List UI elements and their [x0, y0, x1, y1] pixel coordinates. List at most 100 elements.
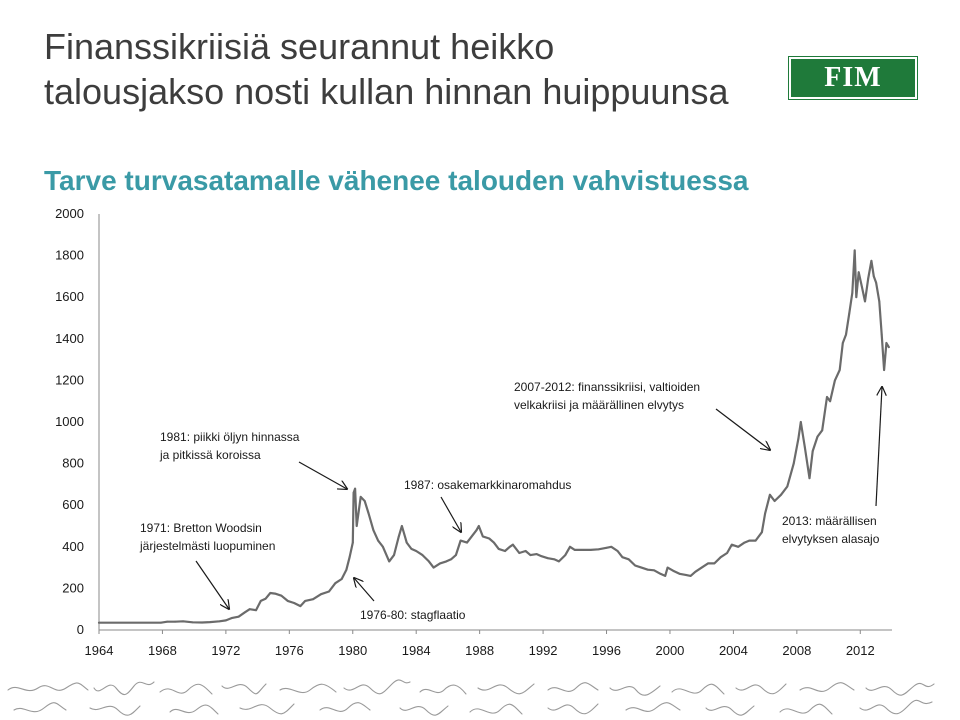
data-point-76 [569, 545, 571, 548]
gold-price-chart: 0 200 400 600 800 1000 1200 1400 1600 1800 2000 19… [55, 206, 892, 658]
data-point-58 [475, 529, 478, 532]
data-point-63 [497, 548, 500, 550]
data-point-27 [334, 582, 337, 585]
data-point-17 [269, 592, 272, 594]
data-point-129 [851, 292, 854, 294]
data-point-61 [488, 537, 491, 540]
data-point-138 [875, 281, 877, 284]
data-point-21 [293, 602, 295, 604]
data-point-3 [174, 620, 177, 623]
data-point-60 [481, 535, 484, 538]
y-tick-labels: 0 200 400 600 800 1000 1200 1400 1600 1800 2000 [55, 206, 84, 637]
x-tick-label-1980: 1980 [338, 643, 367, 658]
data-point-65 [508, 545, 511, 548]
data-point-5 [191, 621, 194, 624]
data-point-19 [280, 594, 283, 597]
data-point-72 [546, 557, 549, 560]
data-point-92 [666, 566, 669, 569]
data-point-95 [684, 574, 687, 576]
y-tick-label-2000: 2000 [55, 206, 84, 221]
x-tick-label-2004: 2004 [719, 643, 748, 658]
annotation-qe-line2: elvytyksen alasajo [782, 532, 880, 546]
data-point-143 [887, 346, 890, 348]
data-point-2 [166, 620, 169, 623]
data-point-15 [259, 600, 262, 602]
data-point-0 [98, 621, 100, 624]
data-point-37 [367, 512, 370, 515]
data-point-135 [867, 277, 870, 280]
data-point-125 [838, 369, 841, 371]
data-point-6 [201, 621, 204, 624]
data-point-130 [853, 249, 856, 252]
data-point-102 [726, 552, 728, 554]
page-subtitle: Tarve turvasatamalle vähenee talouden va… [44, 165, 749, 196]
data-point-120 [816, 435, 819, 438]
data-point-56 [466, 541, 468, 544]
data-point-96 [689, 575, 692, 577]
arrow-qe [875, 387, 882, 507]
data-point-104 [737, 545, 740, 548]
data-point-88 [646, 568, 649, 571]
data-point-50 [432, 566, 435, 569]
data-point-137 [872, 275, 875, 278]
data-point-45 [405, 541, 408, 544]
data-point-93 [672, 569, 674, 572]
data-point-85 [627, 558, 630, 561]
data-point-118 [808, 477, 811, 480]
data-point-51 [439, 562, 441, 565]
annotation-crash: 1987: osakemarkkinaromahdus [404, 478, 571, 492]
data-point-13 [248, 608, 251, 611]
data-point-8 [218, 620, 221, 623]
data-point-48 [421, 554, 424, 556]
data-point-74 [558, 560, 560, 563]
data-point-36 [363, 500, 366, 502]
data-point-105 [743, 541, 746, 544]
data-point-110 [769, 493, 771, 496]
data-point-81 [605, 546, 608, 549]
data-point-7 [209, 621, 211, 623]
data-point-100 [713, 562, 716, 565]
data-point-39 [377, 539, 379, 542]
data-point-70 [535, 553, 538, 555]
data-point-38 [372, 529, 375, 532]
data-point-89 [653, 569, 655, 572]
data-point-119 [811, 450, 814, 452]
data-point-31 [351, 541, 354, 544]
data-point-42 [393, 554, 395, 556]
data-point-66 [512, 543, 514, 546]
data-point-69 [529, 554, 532, 556]
annotation-financial-crisis-line1: 2007-2012: finanssikriisi, valtioiden [514, 380, 700, 394]
data-point-67 [518, 552, 521, 554]
data-point-10 [231, 617, 234, 619]
data-point-47 [415, 550, 418, 552]
data-point-11 [237, 615, 240, 618]
data-point-107 [754, 539, 757, 542]
gold-price-points [98, 249, 890, 624]
x-tick-label-1972: 1972 [211, 643, 240, 658]
data-point-16 [264, 597, 267, 600]
y-tick-label-1400: 1400 [55, 331, 84, 346]
arrow-financial-crisis [715, 408, 770, 450]
x-tick-label-1988: 1988 [465, 643, 494, 658]
x-tick-label-1968: 1968 [148, 643, 177, 658]
data-point-9 [225, 619, 227, 622]
page-title: Finanssikriisiä seurannut heikko talousj… [44, 26, 729, 112]
x-tick-label-1996: 1996 [592, 643, 621, 658]
data-point-113 [786, 485, 789, 488]
y-tick-label-800: 800 [62, 456, 84, 471]
data-point-136 [870, 259, 873, 262]
data-point-55 [459, 539, 462, 542]
x-tick-label-1984: 1984 [402, 643, 431, 658]
data-point-131 [855, 296, 858, 299]
data-point-80 [597, 548, 600, 551]
data-point-103 [730, 543, 733, 546]
data-point-20 [286, 600, 289, 602]
annotation-financial-crisis-line2: velkakriisi ja määrällinen elvytys [514, 398, 684, 412]
data-point-23 [304, 600, 307, 602]
data-point-28 [340, 578, 343, 580]
data-point-1 [160, 621, 162, 624]
data-point-94 [678, 572, 681, 575]
data-point-121 [821, 429, 824, 432]
x-tick-label-1964: 1964 [85, 643, 114, 658]
arrow-crash [440, 496, 461, 532]
